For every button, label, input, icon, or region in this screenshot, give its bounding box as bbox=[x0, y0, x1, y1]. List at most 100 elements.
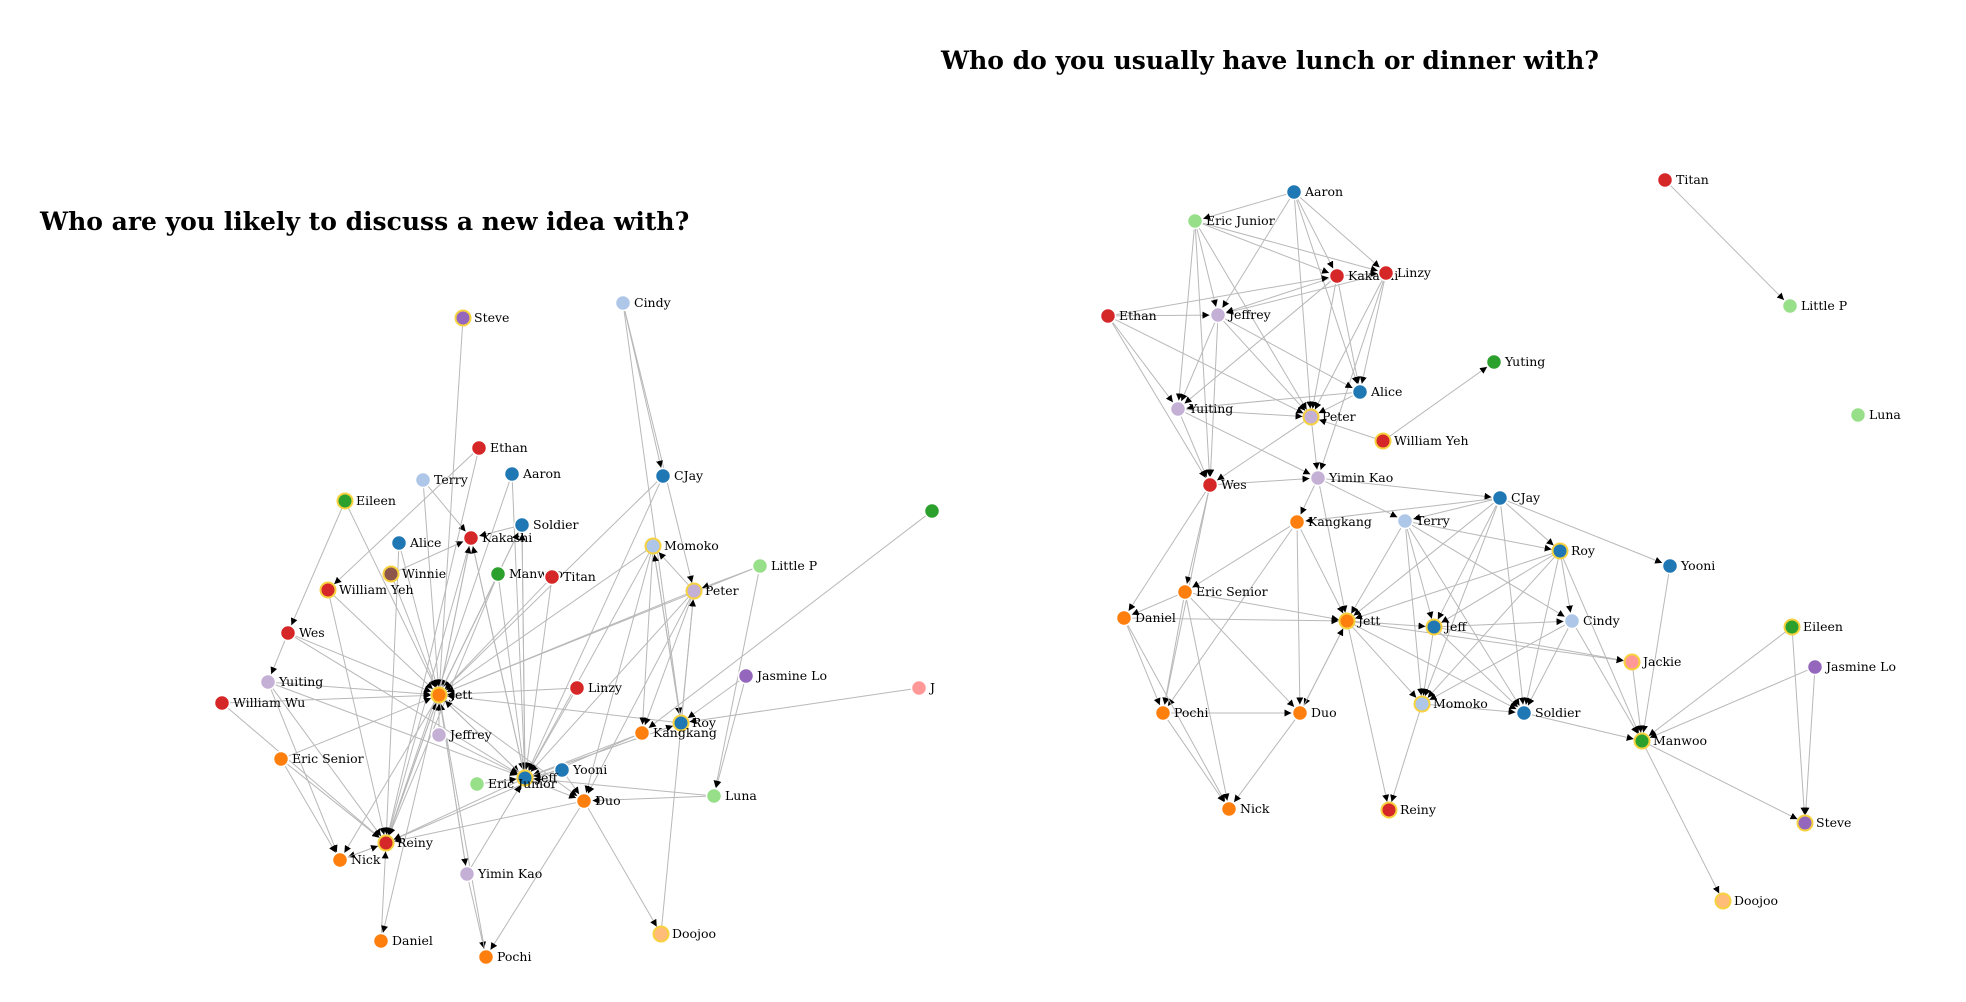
node-circle[interactable] bbox=[1551, 542, 1569, 560]
node-duo[interactable]: Duo bbox=[575, 792, 621, 810]
node-circle[interactable] bbox=[1291, 704, 1309, 722]
node-circle[interactable] bbox=[1396, 512, 1414, 530]
node-circle[interactable] bbox=[458, 865, 476, 883]
node-circle[interactable] bbox=[910, 679, 928, 697]
node-circle[interactable] bbox=[1563, 612, 1581, 630]
node-circle[interactable] bbox=[1796, 814, 1814, 832]
node-eric-junior[interactable]: Eric Junior bbox=[468, 775, 557, 793]
node-reiny[interactable]: Reiny bbox=[377, 834, 434, 852]
node-circle[interactable] bbox=[430, 726, 448, 744]
node-circle[interactable] bbox=[1491, 489, 1509, 507]
node-circle[interactable] bbox=[1351, 383, 1369, 401]
node-ethan[interactable]: Ethan bbox=[470, 439, 528, 457]
node-circle[interactable] bbox=[213, 694, 231, 712]
node-circle[interactable] bbox=[372, 932, 390, 950]
node-little-p[interactable]: Little P bbox=[1781, 297, 1848, 315]
node-kangkang[interactable]: Kangkang bbox=[633, 724, 717, 742]
node-circle[interactable] bbox=[1154, 704, 1172, 722]
node-circle[interactable] bbox=[430, 686, 448, 704]
node-nick[interactable]: Nick bbox=[1220, 800, 1270, 818]
node-yuting[interactable]: Yuting bbox=[1485, 353, 1546, 371]
node-circle[interactable] bbox=[513, 516, 531, 534]
node-circle[interactable] bbox=[1288, 513, 1306, 531]
node-peter[interactable]: Peter bbox=[685, 582, 739, 600]
node-circle[interactable] bbox=[1425, 618, 1443, 636]
node-jeff[interactable]: Jeff bbox=[1425, 618, 1468, 636]
node-circle[interactable] bbox=[1515, 704, 1533, 722]
node-circle[interactable] bbox=[503, 465, 521, 483]
node-circle[interactable] bbox=[1656, 171, 1674, 189]
node-eric-junior[interactable]: Eric Junior bbox=[1186, 212, 1275, 230]
node-circle[interactable] bbox=[1413, 695, 1431, 713]
node-eileen[interactable]: Eileen bbox=[336, 492, 396, 510]
node-kakashi[interactable]: Kakashi bbox=[462, 529, 533, 547]
node-circle[interactable] bbox=[751, 557, 769, 575]
node-pochi[interactable]: Pochi bbox=[477, 948, 532, 966]
node-circle[interactable] bbox=[259, 673, 277, 691]
node-circle[interactable] bbox=[1309, 469, 1327, 487]
node-circle[interactable] bbox=[470, 439, 488, 457]
node-circle[interactable] bbox=[737, 667, 755, 685]
node-eileen[interactable]: Eileen bbox=[1783, 618, 1843, 636]
node-alice[interactable]: Alice bbox=[390, 534, 442, 552]
node-circle[interactable] bbox=[319, 581, 337, 599]
node-alice[interactable]: Alice bbox=[1351, 383, 1403, 401]
node-jeffrey[interactable]: Jeffrey bbox=[430, 726, 493, 744]
node-aaron[interactable]: Aaron bbox=[1285, 183, 1344, 201]
node-william-yeh[interactable]: William Yeh bbox=[319, 581, 414, 599]
node-daniel[interactable]: Daniel bbox=[1115, 609, 1176, 627]
node-jett[interactable]: Jett bbox=[1338, 612, 1381, 630]
node-luna[interactable]: Luna bbox=[705, 787, 758, 805]
node-jeffrey[interactable]: Jeffrey bbox=[1209, 306, 1272, 324]
node-terry[interactable]: Terry bbox=[414, 471, 469, 489]
node-circle[interactable] bbox=[1714, 892, 1732, 910]
node-circle[interactable] bbox=[1169, 400, 1187, 418]
node-titan[interactable]: Titan bbox=[1656, 171, 1709, 189]
node-circle[interactable] bbox=[1380, 801, 1398, 819]
node-circle[interactable] bbox=[685, 582, 703, 600]
node-circle[interactable] bbox=[462, 529, 480, 547]
node-circle[interactable] bbox=[614, 294, 632, 312]
node-pochi[interactable]: Pochi bbox=[1154, 704, 1209, 722]
node-terry[interactable]: Terry bbox=[1396, 512, 1451, 530]
node-jasmine-lo[interactable]: Jasmine Lo bbox=[737, 667, 827, 685]
node-circle[interactable] bbox=[553, 761, 571, 779]
node-circle[interactable] bbox=[543, 568, 561, 586]
node-ethan[interactable]: Ethan bbox=[1099, 307, 1157, 325]
node-winnie[interactable]: Winnie bbox=[382, 565, 447, 583]
node-circle[interactable] bbox=[568, 679, 586, 697]
node-circle[interactable] bbox=[331, 851, 349, 869]
node-doojoo[interactable]: Doojoo bbox=[652, 925, 717, 943]
node-steve[interactable]: Steve bbox=[454, 309, 510, 327]
node-little-p[interactable]: Little P bbox=[751, 557, 818, 575]
node-circle[interactable] bbox=[652, 925, 670, 943]
node-jett[interactable]: Jett bbox=[430, 686, 473, 704]
node-momoko[interactable]: Momoko bbox=[1413, 695, 1488, 713]
node-circle[interactable] bbox=[654, 467, 672, 485]
node-roy[interactable]: Roy bbox=[1551, 542, 1596, 560]
node-cindy[interactable]: Cindy bbox=[614, 294, 672, 312]
node-circle[interactable] bbox=[1781, 297, 1799, 315]
node-steve[interactable]: Steve bbox=[1796, 814, 1852, 832]
node-yuiting[interactable]: Yuiting bbox=[259, 673, 324, 691]
node-circle[interactable] bbox=[633, 724, 651, 742]
node-yimin-kao[interactable]: Yimin Kao bbox=[1309, 469, 1394, 487]
node-circle[interactable] bbox=[1201, 476, 1219, 494]
node-yooni[interactable]: Yooni bbox=[1661, 557, 1716, 575]
node-circle[interactable] bbox=[1338, 612, 1356, 630]
node-circle[interactable] bbox=[1374, 432, 1392, 450]
node-circle[interactable] bbox=[336, 492, 354, 510]
node-yuting[interactable] bbox=[923, 502, 940, 520]
node-peter[interactable]: Peter bbox=[1302, 408, 1356, 426]
node-circle[interactable] bbox=[1302, 408, 1320, 426]
node-roy[interactable]: Roy bbox=[672, 714, 717, 732]
node-circle[interactable] bbox=[272, 750, 290, 768]
node-circle[interactable] bbox=[1377, 264, 1395, 282]
node-wes[interactable]: Wes bbox=[1201, 476, 1247, 494]
node-circle[interactable] bbox=[477, 948, 495, 966]
node-circle[interactable] bbox=[1099, 307, 1117, 325]
node-circle[interactable] bbox=[468, 775, 486, 793]
node-circle[interactable] bbox=[414, 471, 432, 489]
node-kangkang[interactable]: Kangkang bbox=[1288, 513, 1372, 531]
node-yooni[interactable]: Yooni bbox=[553, 761, 608, 779]
